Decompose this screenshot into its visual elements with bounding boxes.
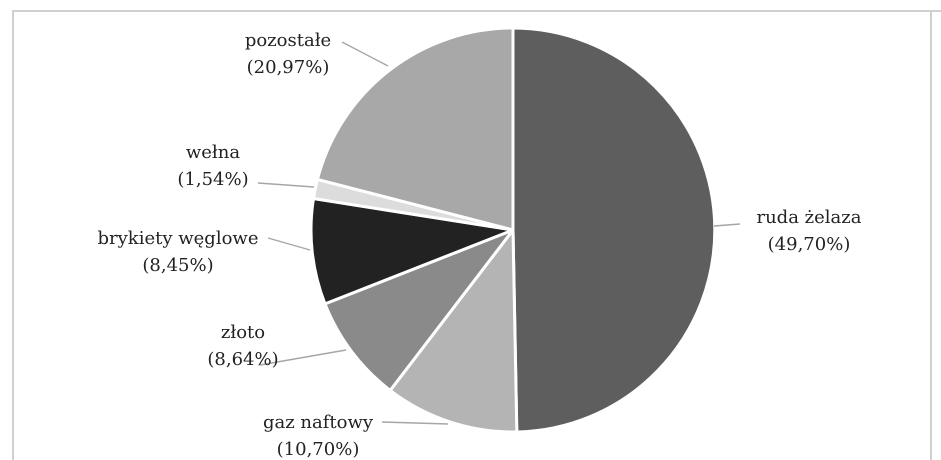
frame-right-border — [930, 10, 932, 460]
leader-line-pozostale — [341, 41, 389, 67]
label-gaz-naftowy: gaz naftowy — [263, 412, 374, 433]
value-label-brykiety-weglowe: (8,45%) — [142, 255, 213, 276]
frame-left-border — [12, 10, 14, 460]
pie-slice-zloto — [323, 228, 515, 392]
pie-slice-brykiety-weglowe — [309, 197, 515, 306]
pie-slice-ruda-zelaza — [511, 26, 717, 434]
label-pozostale: pozostałe — [245, 30, 331, 51]
leader-lines — [257, 41, 741, 425]
pie-slices — [309, 26, 717, 434]
value-label-pozostale: (20,97%) — [247, 57, 330, 78]
frame-top-border — [12, 10, 941, 12]
leader-line-welna — [257, 182, 315, 188]
leader-line-brykiety-weglowe — [267, 237, 311, 251]
pie-slice-gaz-naftowy — [388, 228, 519, 434]
leader-line-ruda-zelaza — [713, 223, 741, 227]
value-label-welna: (1,54%) — [177, 169, 248, 190]
label-brykiety-weglowe: brykiety węglowe — [98, 228, 259, 249]
label-zloto: złoto — [221, 322, 265, 343]
value-label-zloto: (8,64%) — [207, 349, 278, 370]
label-welna: wełna — [186, 142, 240, 163]
label-ruda-zelaza: ruda żelaza — [756, 207, 861, 228]
leader-line-gaz-naftowy — [381, 421, 449, 425]
value-label-ruda-zelaza: (49,70%) — [768, 234, 851, 255]
leader-line-zloto — [259, 349, 347, 366]
value-label-gaz-naftowy: (10,70%) — [277, 439, 360, 460]
pie-slice-pozostale — [315, 26, 515, 232]
